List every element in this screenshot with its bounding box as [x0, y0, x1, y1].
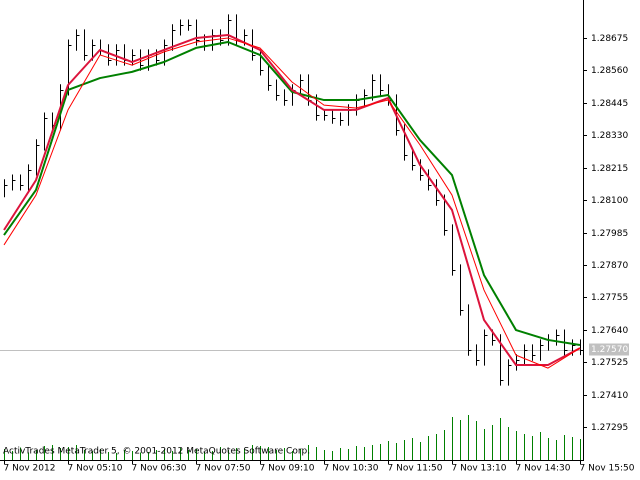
y-tick-label: 1.28675	[591, 34, 628, 44]
y-tick-label: 1.28100	[591, 196, 628, 206]
y-tick-label: 1.27295	[591, 423, 628, 433]
moving-average-line	[3, 41, 581, 346]
y-tick-label: 1.28330	[591, 131, 628, 141]
y-tick-label: 1.27410	[591, 391, 628, 401]
y-tick-label: 1.27525	[591, 358, 628, 368]
x-tick-label: 7 Nov 15:50	[580, 464, 635, 474]
y-tick-label: 1.27870	[591, 261, 628, 271]
moving-average-line	[3, 37, 581, 369]
x-tick-label: 7 Nov 11:50	[388, 464, 443, 474]
y-tick-label: 1.27985	[591, 229, 628, 239]
x-tick-label: 7 Nov 06:30	[132, 464, 187, 474]
y-tick-label: 1.28445	[591, 99, 628, 109]
y-tick-label: 1.27755	[591, 293, 628, 303]
y-tick-label: 1.27640	[591, 326, 628, 336]
x-tick-label: 7 Nov 14:30	[516, 464, 571, 474]
x-tick-label: 7 Nov 2012	[4, 464, 56, 474]
footer: ActivTrades MetaTrader 5, © 2001-2012 Me…	[3, 447, 310, 457]
y-tick-label: 1.28560	[591, 66, 628, 76]
x-tick-label: 7 Nov 10:30	[324, 464, 379, 474]
x-tick-label: 7 Nov 07:50	[196, 464, 251, 474]
last-price-label: 1.27570	[591, 345, 628, 355]
y-tick-label: 1.28215	[591, 164, 628, 174]
moving-average-line	[3, 33, 581, 367]
last-price-box	[589, 343, 629, 356]
x-tick-label: 7 Nov 13:10	[452, 464, 507, 474]
x-tick-label: 7 Nov 05:10	[68, 464, 123, 474]
x-tick-label: 7 Nov 09:10	[260, 464, 315, 474]
